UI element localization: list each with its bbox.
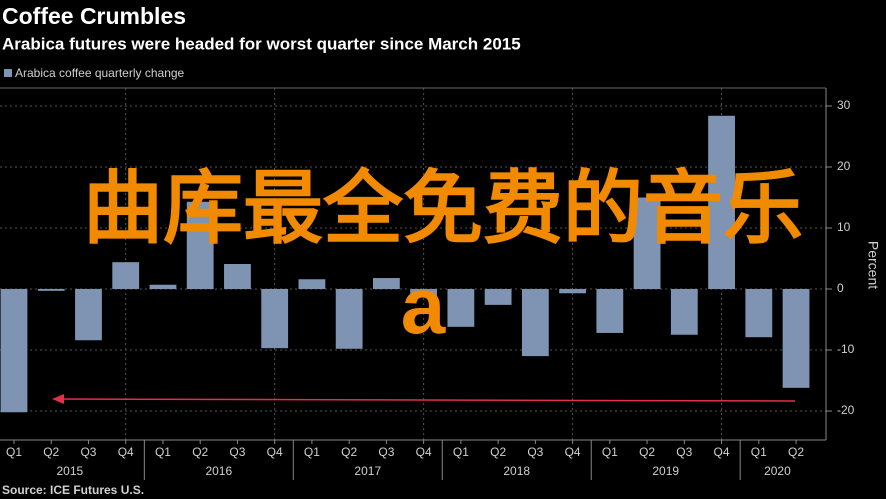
bar [410,289,438,297]
source: Source: ICE Futures U.S. [2,483,144,497]
x-tick-label: Q2 [341,445,357,459]
x-year-label: 2020 [764,464,791,478]
bar [75,289,102,341]
x-tick-label: Q2 [490,445,506,459]
bar [559,289,587,294]
bar [596,289,624,333]
bar [149,284,177,290]
x-tick-label: Q4 [714,445,730,459]
y-tick-label: 0 [837,281,844,295]
legend-label: Arabica coffee quarterly change [15,66,185,80]
bar [372,278,400,290]
x-tick-label: Q4 [416,445,432,459]
x-tick-label: Q3 [80,445,96,459]
bar [670,289,698,335]
x-tick-label: Q3 [378,445,394,459]
x-tick-label: Q4 [565,445,581,459]
bar [298,279,326,290]
x-tick-label: Q1 [453,445,469,459]
y-tick-label: -20 [837,403,855,417]
x-tick-label: Q1 [304,445,320,459]
x-tick-label: Q1 [155,445,171,459]
bar [782,289,810,388]
x-tick-label: Q2 [192,445,208,459]
x-year-label: 2018 [503,464,530,478]
bar [112,262,140,290]
bar [186,201,214,290]
bar [447,289,475,327]
overlay-text: a [401,261,446,350]
y-tick-label: 20 [837,159,851,173]
x-tick-label: Q3 [229,445,245,459]
legend-swatch [4,69,12,77]
x-tick-label: Q2 [43,445,59,459]
y-tick-label: 30 [837,98,851,112]
bar [37,289,65,291]
y-tick-label: -10 [837,342,855,356]
bar [745,289,773,338]
bar [0,289,28,413]
plot-area [0,88,826,440]
x-tick-label: Q1 [6,445,22,459]
x-year-label: 2015 [57,464,84,478]
chart-title: Coffee Crumbles [2,3,186,29]
y-tick-label: 10 [837,220,851,234]
x-tick-label: Q2 [788,445,804,459]
arrow-head [52,394,64,404]
bar [335,289,363,349]
bar [708,115,735,290]
x-year-label: 2017 [354,464,381,478]
x-tick-label: Q1 [751,445,767,459]
trend-arrow [53,398,796,402]
chart-subtitle: Arabica futures were headed for worst qu… [2,34,521,53]
overlay-text: 曲库最全免费的音乐 [83,164,803,253]
x-tick-label: Q3 [676,445,692,459]
bar [521,289,549,357]
bar [484,289,512,305]
x-tick-label: Q4 [118,445,134,459]
x-year-label: 2019 [652,464,679,478]
bar [261,289,289,349]
bar [633,197,661,290]
x-tick-label: Q1 [602,445,618,459]
x-year-label: 2016 [205,464,232,478]
x-tick-label: Q2 [639,445,655,459]
x-tick-label: Q3 [527,445,543,459]
y-axis-label: Percent [865,241,881,289]
bar [224,264,251,290]
x-tick-label: Q4 [267,445,283,459]
